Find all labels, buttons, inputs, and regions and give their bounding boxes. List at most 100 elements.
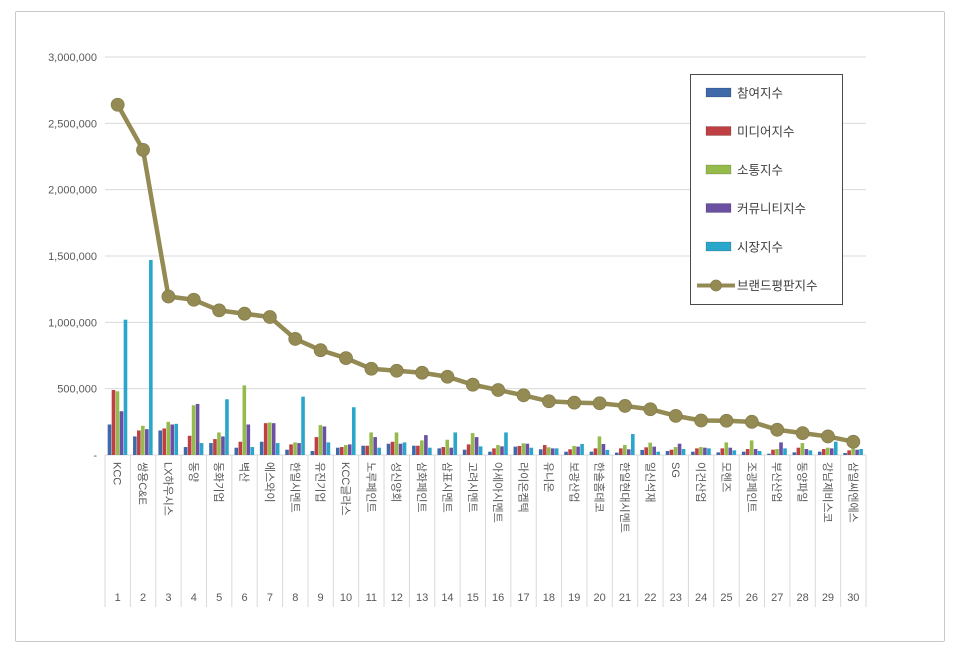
- rank-label: 11: [366, 592, 377, 604]
- rank-label: 12: [391, 592, 403, 604]
- media-index-bar: [263, 423, 268, 455]
- community-index-bar: [297, 443, 301, 455]
- line-marker: [136, 142, 150, 157]
- communication-index-bar: [496, 445, 500, 455]
- community-index-bar: [398, 443, 403, 455]
- rank-label: 16: [492, 592, 504, 604]
- market-index-bar: [681, 449, 686, 455]
- market-index-bar: [732, 450, 737, 455]
- rank-label: 7: [267, 592, 273, 604]
- category-label: 아세아시멘트: [491, 462, 504, 523]
- line-marker: [618, 399, 632, 413]
- media-index-bar: [720, 448, 725, 455]
- line-marker: [339, 351, 353, 366]
- market-index-bar: [402, 442, 407, 455]
- rank-label: 9: [318, 592, 324, 604]
- market-index-bar: [656, 451, 660, 455]
- category-label: 삼표시멘트: [440, 462, 453, 513]
- category-label: KCC글라스: [339, 462, 352, 516]
- participation-index-bar: [310, 451, 315, 455]
- market-index-bar: [326, 442, 331, 455]
- communication-index-bar: [673, 447, 678, 455]
- participation-index-bar: [412, 445, 416, 455]
- line-marker: [110, 97, 125, 112]
- community-index-bar: [753, 449, 758, 455]
- line-marker: [516, 388, 531, 403]
- market-index-bar: [174, 423, 179, 455]
- rank-label: 8: [292, 592, 298, 604]
- participation-index-bar: [183, 447, 188, 455]
- community-index-bar: [703, 447, 707, 455]
- market-index-bar: [149, 259, 153, 455]
- category-label: 쌍용C&E: [136, 462, 149, 505]
- rank-label: 20: [594, 592, 606, 604]
- rank-label: 15: [467, 592, 479, 604]
- rank-label: 6: [241, 592, 247, 604]
- community-index-bar: [221, 436, 225, 455]
- line-marker: [567, 395, 582, 410]
- legend-item-label: 브랜드평판지수: [737, 279, 818, 293]
- communication-index-bar: [825, 447, 830, 455]
- media-index-bar: [796, 447, 801, 455]
- communication-index-bar: [445, 439, 450, 455]
- category-label: SG: [669, 462, 681, 478]
- communication-index-bar: [242, 385, 247, 455]
- communication-index-bar: [572, 445, 576, 455]
- participation-index-bar: [285, 449, 289, 455]
- communication-index-bar: [775, 449, 779, 455]
- rank-label: 30: [847, 592, 859, 604]
- market-index-bar: [478, 446, 483, 455]
- media-index-bar: [644, 447, 648, 455]
- category-label: 강남제비스코: [821, 462, 834, 523]
- line-marker: [440, 369, 455, 384]
- participation-index-bar: [741, 451, 746, 455]
- y-axis-tick-label: 2,000,000: [48, 185, 97, 197]
- rank-label: 14: [441, 592, 453, 604]
- participation-index-bar: [691, 451, 695, 455]
- communication-index-bar: [749, 440, 754, 455]
- community-index-bar: [424, 435, 428, 455]
- community-index-bar: [525, 443, 530, 455]
- line-marker: [795, 426, 810, 441]
- market-index-bar: [225, 399, 229, 455]
- community-index-bar: [474, 437, 479, 455]
- category-label: 성신양회: [390, 462, 403, 502]
- line-marker: [694, 413, 709, 428]
- market-index-bar: [123, 319, 128, 455]
- line-marker: [719, 413, 734, 428]
- community-index-bar: [271, 423, 276, 455]
- participation-index-bar: [488, 451, 492, 455]
- communication-index-bar: [115, 391, 120, 455]
- y-axis-tick-label: -: [93, 450, 97, 462]
- community-index-bar: [449, 447, 454, 455]
- participation-index-bar: [386, 443, 391, 455]
- rank-label: 22: [644, 592, 656, 604]
- communication-index-bar: [343, 445, 348, 455]
- rank-label: 13: [416, 592, 428, 604]
- market-index-bar: [377, 447, 381, 455]
- communication-index-bar: [318, 425, 323, 455]
- participation-index-bar: [437, 448, 442, 455]
- line-marker: [643, 402, 658, 417]
- y-axis-tick-label: 1,000,000: [48, 317, 97, 329]
- category-label: 동양: [187, 462, 200, 482]
- participation-index-bar: [133, 436, 137, 455]
- line-marker: [288, 332, 303, 346]
- media-index-bar: [847, 450, 851, 455]
- rank-label: 19: [568, 592, 580, 604]
- line-marker: [313, 343, 328, 358]
- rank-label: 28: [796, 592, 808, 604]
- market-index-bar: [301, 396, 305, 455]
- media-index-bar: [517, 445, 522, 455]
- media-index-bar: [187, 435, 192, 455]
- communication-index-bar: [293, 442, 297, 455]
- participation-index-bar: [361, 445, 365, 455]
- market-index-bar: [580, 443, 584, 455]
- category-label: 동화기업: [212, 462, 225, 502]
- category-label: 한솔홈데코: [593, 462, 607, 513]
- line-marker: [364, 361, 379, 376]
- category-label: 이건산업: [694, 462, 707, 502]
- media-index-bar: [492, 448, 496, 455]
- legend-item-label: 참여지수: [737, 87, 783, 101]
- community-index-bar: [246, 424, 251, 455]
